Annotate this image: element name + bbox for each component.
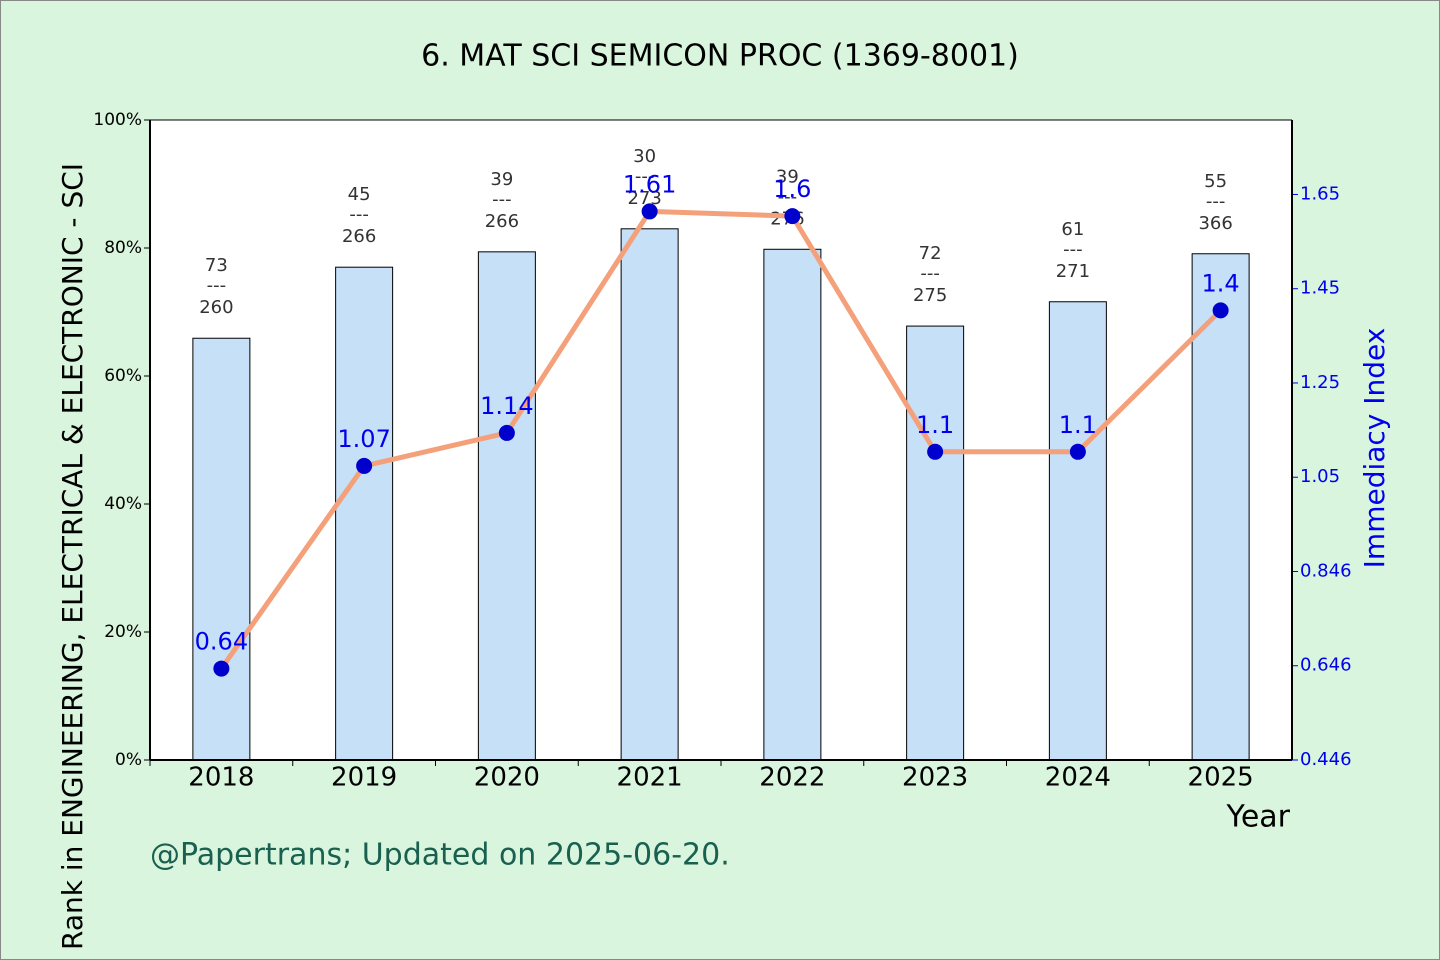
value-label: 0.64	[195, 628, 248, 656]
y2-tick-label: 0.846	[1300, 560, 1352, 581]
line-marker	[213, 660, 230, 677]
total-label: 275	[913, 285, 947, 306]
y2-tick-label: 0.646	[1300, 655, 1352, 676]
y2-tick-label: 1.65	[1300, 183, 1340, 204]
value-label: 1.61	[623, 170, 676, 198]
total-label: 266	[342, 226, 376, 247]
value-label: 1.6	[773, 175, 811, 203]
y-tick-label: 40%	[104, 494, 142, 514]
x-tick-label: 2023	[902, 763, 968, 793]
line-marker	[1212, 302, 1229, 319]
y2-tick-label: 1.45	[1300, 278, 1340, 299]
rank-label: 45	[348, 184, 371, 205]
value-label: 1.4	[1202, 269, 1240, 297]
line-marker	[356, 457, 373, 474]
total-label: 271	[1056, 261, 1090, 282]
line	[219, 208, 1223, 671]
rank-label: 61	[1061, 219, 1084, 240]
label-separator: ---	[1063, 239, 1083, 260]
x-tick-label: 2024	[1045, 763, 1111, 793]
y2-axis-label: Immediacy Index	[1358, 328, 1391, 569]
bar	[906, 325, 965, 761]
value-label: 1.1	[916, 411, 954, 439]
bar	[477, 251, 536, 761]
rank-label: 30	[633, 146, 656, 167]
label-separator: ---	[920, 263, 940, 284]
line-marker	[927, 443, 944, 460]
total-label: 260	[199, 297, 233, 318]
y2-tick-label: 1.05	[1300, 466, 1340, 487]
y2-tick-label: 0.446	[1300, 749, 1352, 770]
label-separator: ---	[492, 189, 512, 210]
y-tick-label: 0%	[115, 750, 142, 770]
line-marker	[641, 203, 658, 220]
rank-label: 73	[205, 255, 228, 276]
y-axis-label: Rank in ENGINEERING, ELECTRICAL & ELECTR…	[56, 163, 89, 950]
value-label: 1.14	[480, 392, 533, 420]
label-separator: ---	[207, 275, 227, 296]
label-separator: ---	[778, 186, 798, 207]
bar	[620, 228, 679, 761]
bar	[763, 248, 822, 761]
rank-label: 39	[776, 166, 799, 187]
x-tick-label: 2020	[474, 763, 540, 793]
rank-label: 39	[490, 169, 513, 190]
x-tick-label: 2019	[331, 763, 397, 793]
y-tick-label: 100%	[93, 110, 142, 130]
label-separator: ---	[349, 204, 369, 225]
bar	[335, 266, 394, 761]
total-label: 273	[627, 188, 661, 209]
bar	[1048, 301, 1107, 761]
y-tick-label: 20%	[104, 622, 142, 642]
x-tick-label: 2022	[759, 763, 825, 793]
x-tick-label: 2025	[1188, 763, 1254, 793]
line-marker	[498, 424, 515, 441]
total-label: 266	[485, 211, 519, 232]
label-separator: ---	[635, 166, 655, 187]
rank-label: 72	[919, 243, 942, 264]
line-marker	[1069, 443, 1086, 460]
bar	[192, 337, 251, 761]
value-label: 1.1	[1059, 411, 1097, 439]
line-marker	[784, 208, 801, 225]
total-label: 366	[1198, 213, 1232, 234]
x-tick-label: 2021	[617, 763, 683, 793]
value-label: 1.07	[337, 425, 390, 453]
bar	[1191, 253, 1250, 761]
rank-label: 55	[1204, 171, 1227, 192]
x-tick-label: 2018	[188, 763, 254, 793]
y-tick-label: 80%	[104, 238, 142, 258]
x-axis-label: Year	[1225, 800, 1290, 835]
footer: @Papertrans; Updated on 2025-06-20.	[150, 838, 730, 873]
y-tick-label: 60%	[104, 366, 142, 386]
chart-title: 6. MAT SCI SEMICON PROC (1369-8001)	[421, 39, 1019, 74]
label-separator: ---	[1206, 191, 1226, 212]
y2-tick-label: 1.25	[1300, 372, 1340, 393]
